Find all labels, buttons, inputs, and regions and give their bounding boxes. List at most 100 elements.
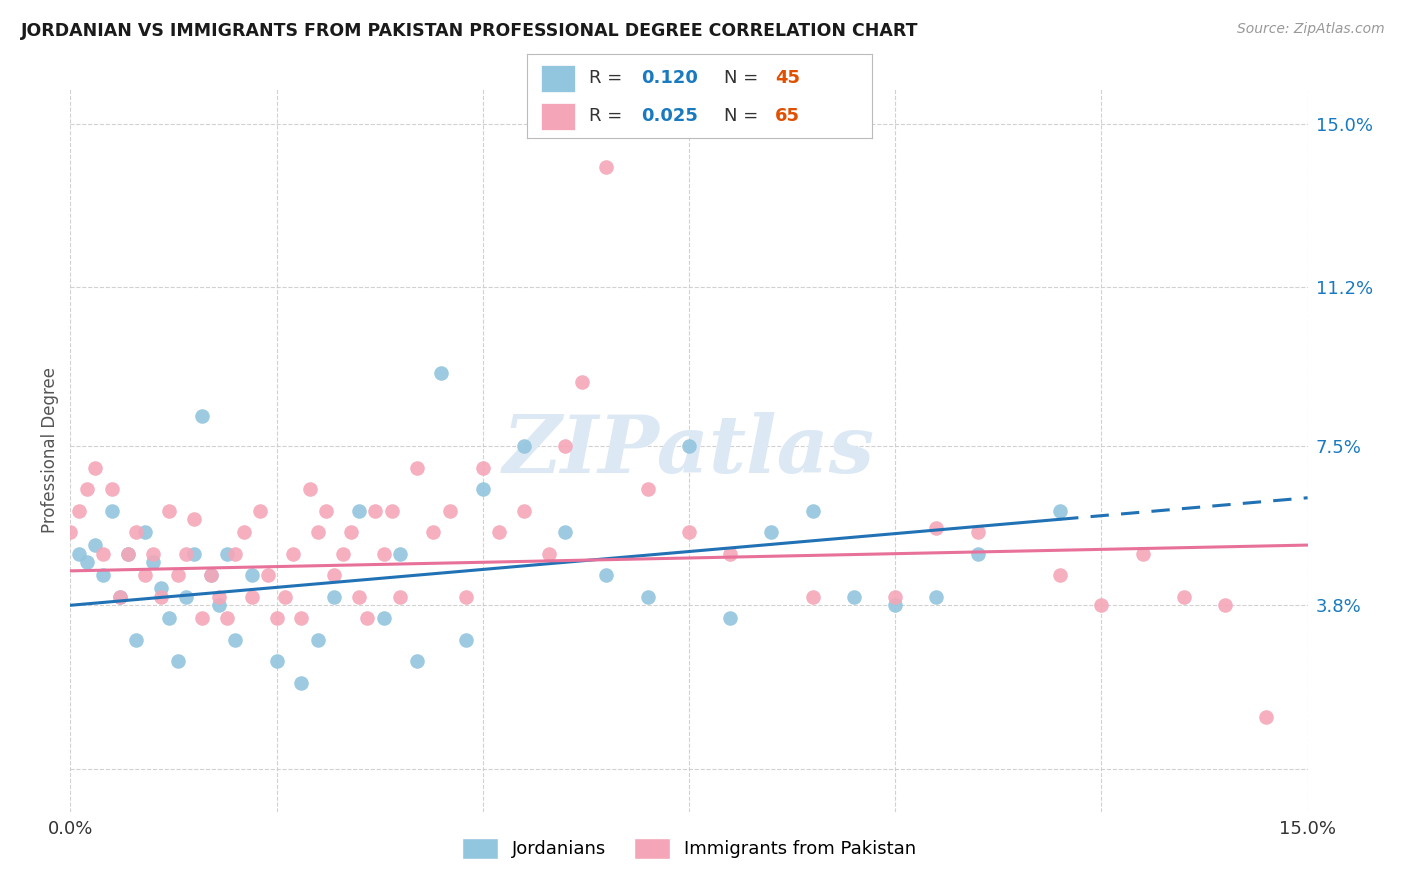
Point: [84, 460, 107, 475]
Point: [191, 611, 214, 625]
Point: [595, 568, 617, 582]
Point: [430, 366, 453, 380]
Point: [884, 599, 907, 613]
Point: [200, 568, 222, 582]
Point: [157, 611, 180, 625]
Point: [307, 525, 329, 540]
Point: [224, 547, 246, 561]
Point: [150, 590, 173, 604]
Point: [257, 568, 280, 582]
Text: 65: 65: [775, 107, 800, 125]
Point: [183, 512, 205, 526]
Point: [439, 503, 461, 517]
Point: [150, 581, 173, 595]
FancyBboxPatch shape: [541, 64, 575, 92]
Point: [373, 611, 395, 625]
Text: 0.120: 0.120: [641, 69, 697, 87]
Point: [108, 590, 131, 604]
Point: [554, 439, 576, 453]
Point: [117, 547, 139, 561]
Point: [678, 525, 700, 540]
Point: [100, 503, 122, 517]
Text: JORDANIAN VS IMMIGRANTS FROM PAKISTAN PROFESSIONAL DEGREE CORRELATION CHART: JORDANIAN VS IMMIGRANTS FROM PAKISTAN PR…: [21, 22, 918, 40]
Point: [637, 590, 659, 604]
Point: [1256, 710, 1278, 724]
Point: [801, 503, 824, 517]
Point: [356, 611, 378, 625]
Y-axis label: Professional Degree: Professional Degree: [41, 368, 59, 533]
Point: [59, 525, 82, 540]
Point: [456, 632, 478, 647]
Point: [1132, 547, 1154, 561]
Legend: Jordanians, Immigrants from Pakistan: Jordanians, Immigrants from Pakistan: [453, 829, 925, 868]
Point: [125, 525, 148, 540]
Point: [1049, 503, 1071, 517]
Point: [249, 503, 271, 517]
Point: [84, 538, 107, 552]
Point: [298, 482, 321, 496]
Point: [134, 525, 156, 540]
Point: [108, 590, 131, 604]
Point: [347, 503, 370, 517]
Point: [117, 547, 139, 561]
Point: [488, 525, 510, 540]
Point: [215, 547, 238, 561]
Point: [471, 460, 494, 475]
Point: [200, 568, 222, 582]
Text: ZIPatlas: ZIPatlas: [503, 412, 875, 489]
Point: [266, 611, 288, 625]
Point: [842, 590, 865, 604]
Point: [266, 654, 288, 668]
Text: N =: N =: [724, 69, 763, 87]
Point: [595, 160, 617, 174]
Text: 45: 45: [775, 69, 800, 87]
FancyBboxPatch shape: [541, 103, 575, 130]
Point: [347, 590, 370, 604]
Point: [134, 568, 156, 582]
Point: [290, 611, 312, 625]
Point: [315, 503, 337, 517]
Point: [925, 521, 948, 535]
Point: [166, 568, 188, 582]
Point: [884, 590, 907, 604]
Point: [405, 460, 427, 475]
Point: [125, 632, 148, 647]
Point: [290, 675, 312, 690]
Point: [389, 547, 412, 561]
Point: [456, 590, 478, 604]
Point: [157, 503, 180, 517]
Point: [142, 547, 165, 561]
Point: [166, 654, 188, 668]
Point: [1173, 590, 1195, 604]
Point: [240, 590, 263, 604]
Point: [966, 525, 988, 540]
Point: [571, 375, 593, 389]
Point: [422, 525, 444, 540]
Point: [761, 525, 783, 540]
Point: [513, 503, 536, 517]
Point: [678, 439, 700, 453]
Point: [364, 503, 387, 517]
Point: [925, 590, 948, 604]
Point: [389, 590, 412, 604]
Point: [637, 482, 659, 496]
Point: [1049, 568, 1071, 582]
Point: [323, 590, 346, 604]
Point: [339, 525, 361, 540]
Text: R =: R =: [589, 69, 628, 87]
Point: [76, 555, 98, 569]
Point: [554, 525, 576, 540]
Point: [208, 599, 231, 613]
Text: N =: N =: [724, 107, 763, 125]
Point: [307, 632, 329, 647]
Point: [232, 525, 254, 540]
Point: [966, 547, 988, 561]
Point: [67, 547, 90, 561]
Point: [76, 482, 98, 496]
Point: [373, 547, 395, 561]
Point: [471, 482, 494, 496]
Point: [240, 568, 263, 582]
Point: [1090, 599, 1112, 613]
Point: [323, 568, 346, 582]
Point: [91, 568, 114, 582]
